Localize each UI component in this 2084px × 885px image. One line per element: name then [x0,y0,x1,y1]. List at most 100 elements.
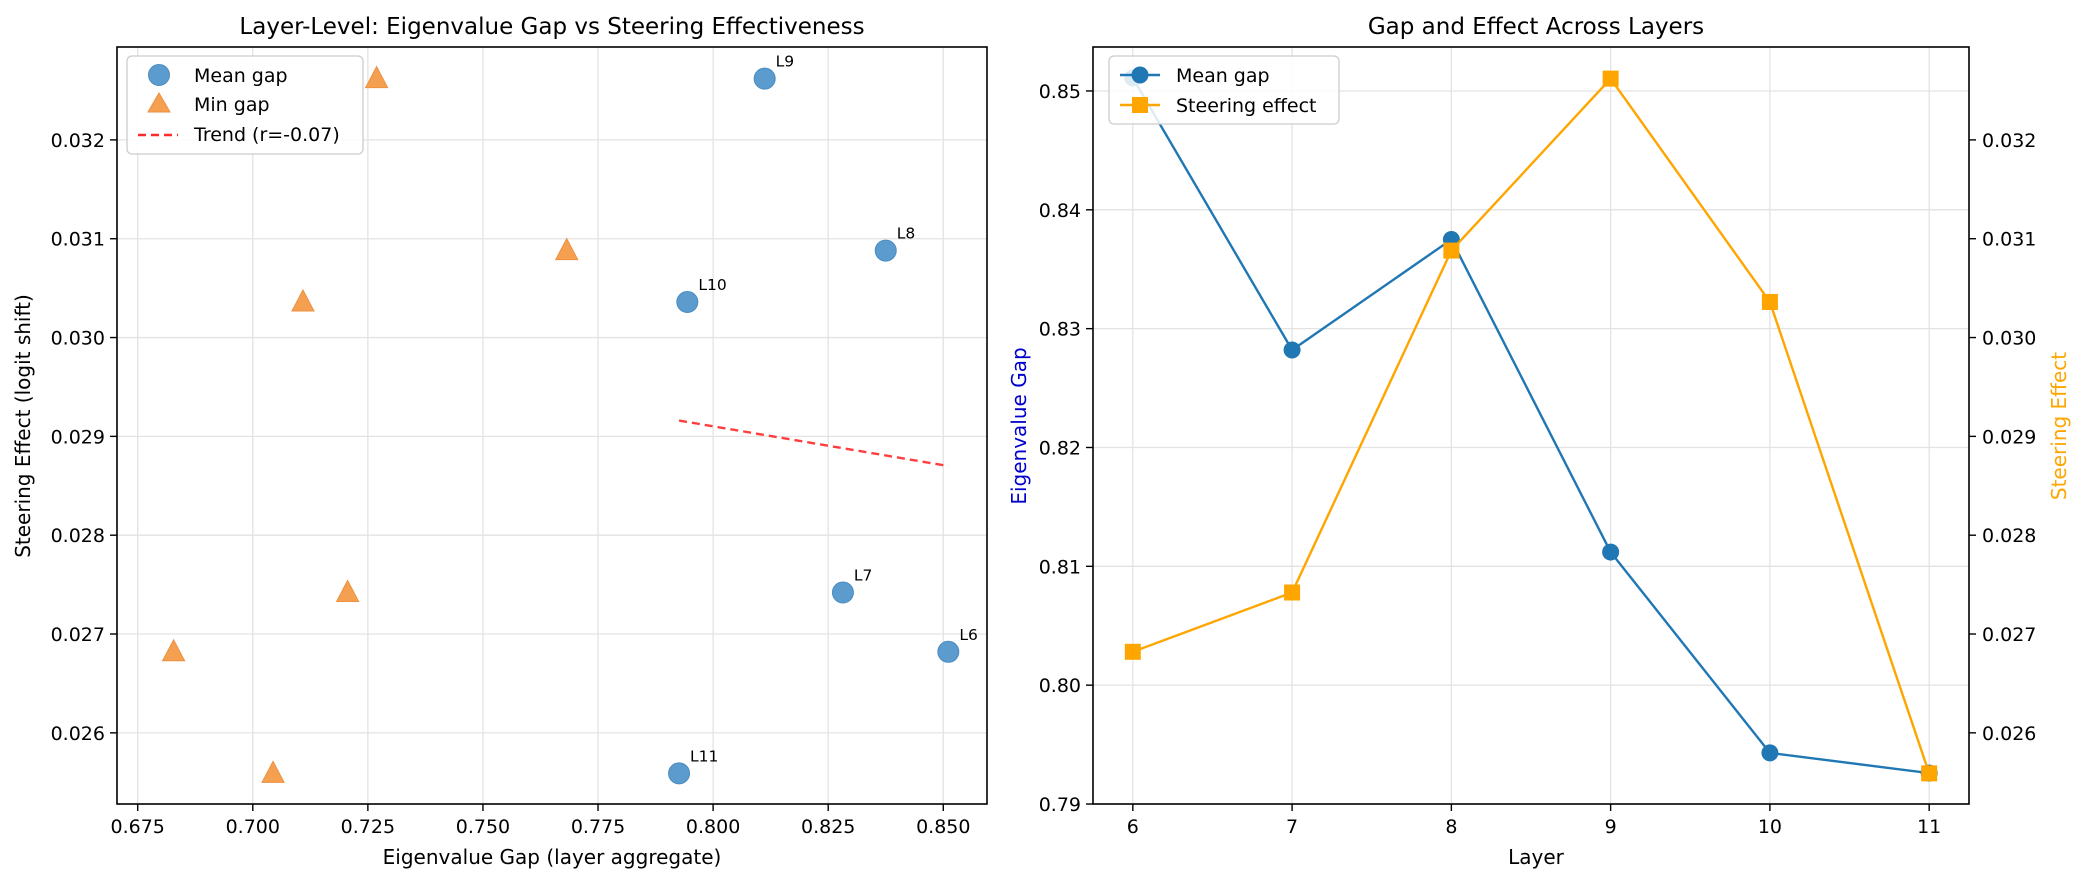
line-panel: Gap and Effect Across Layers 6 7 8 9 10 11 0.… [1007,14,2071,869]
steering-effect-marker [1443,242,1460,259]
scatter-y-tick-label: 0.026 [51,723,105,745]
legend-min-gap-label: Min gap [194,94,270,116]
min-gap-point [261,760,285,783]
scatter-x-tick-label: 0.750 [456,816,510,838]
steering-effect-marker [1284,584,1301,601]
mean-gap-marker [1761,744,1779,762]
scatter-x-label: Eigenvalue Gap (layer aggregate) [383,845,722,869]
legend-steering-text: Steering effect [1176,95,1317,117]
mean-gap-point [753,67,776,90]
scatter-x-tick-label: 0.850 [916,816,970,838]
layer-annotation: L9 [776,53,795,71]
line-left-y-tick-label: 0.80 [1039,675,1081,697]
scatter-title: Layer-Level: Eigenvalue Gap vs Steering … [239,14,864,40]
line-legend: Mean gap Steering effect [1108,55,1340,125]
min-gap-point [291,288,315,312]
scatter-legend-box [126,55,364,155]
line-x-tick-label: 10 [1758,816,1782,838]
line-left-y-tick-label: 0.85 [1039,81,1081,103]
legend-trend-label: Trend (r=-0.07) [193,124,340,146]
line-left-y-tick-label: 0.84 [1039,200,1081,222]
line-x-tick-label: 7 [1286,816,1298,838]
line-x-tick-label: 8 [1445,816,1457,838]
layer-annotation: L7 [854,567,873,585]
line-left-y-tick-label: 0.82 [1039,437,1081,459]
line-right-y-ticks: 0.026 0.027 0.028 0.029 0.030 0.031 0.032 [1969,130,2036,745]
mean-gap-line [1131,77,1930,775]
line-x-label: Layer [1508,845,1565,869]
scatter-y-ticks: 0.026 0.027 0.028 0.029 0.030 0.031 0.032 [51,130,117,745]
scatter-grid [117,47,987,804]
legend-mean-gap-dot [1131,66,1149,84]
line-right-y-tick-label: 0.030 [1982,328,2036,350]
steering-effect-marker [1124,643,1141,660]
layer-annotation: L8 [897,225,916,243]
line-frame [1092,46,1970,805]
trend-line [678,419,949,468]
line-grid [1093,47,1969,805]
legend-mean-gap-marker [148,64,170,86]
scatter-x-tick-label: 0.825 [801,816,855,838]
scatter-y-tick-label: 0.032 [51,130,105,152]
line-left-y-label: Eigenvalue Gap [1007,347,1031,504]
min-gap-point [364,65,389,89]
line-markers [1124,70,1938,782]
layer-annotation: L10 [698,276,726,294]
line-title: Gap and Effect Across Layers [1368,14,1704,40]
line-right-y-tick-label: 0.031 [1982,229,2036,251]
mean-gap-marker [1283,341,1301,359]
min-gap-points [161,65,579,783]
line-right-y-tick-label: 0.027 [1982,624,2036,646]
steering-effect-marker [1921,765,1938,782]
scatter-x-tick-label: 0.775 [571,816,625,838]
scatter-x-tick-label: 0.800 [686,816,740,838]
line-right-y-label: Steering Effect [2047,352,2071,500]
scatter-y-tick-label: 0.028 [51,525,105,547]
steering-effect-marker [1602,70,1619,87]
line-left-y-ticks: 0.79 0.80 0.81 0.82 0.83 0.84 0.85 [1039,81,1093,816]
line-right-y-tick-label: 0.028 [1982,525,2036,547]
line-x-ticks: 6 7 8 9 10 11 [1127,804,1941,838]
legend-mean-gap-label: Mean gap [194,65,288,87]
line-x-tick-label: 6 [1127,816,1139,838]
scatter-y-tick-label: 0.029 [51,426,105,448]
scatter-x-tick-label: 0.700 [226,816,280,838]
mean-gap-points [668,67,960,785]
line-right-y-tick-label: 0.026 [1982,723,2036,745]
line-left-y-tick-label: 0.83 [1039,319,1081,341]
legend-steering-square [1132,97,1148,113]
trend-line-group [678,419,949,468]
min-gap-point [554,237,579,261]
scatter-x-ticks: 0.675 0.700 0.725 0.750 0.775 0.800 0.825 0.850 [111,804,970,838]
steering-effect-line [1132,76,1931,774]
line-left-y-tick-label: 0.81 [1039,556,1081,578]
layer-annotation: L6 [959,626,978,644]
steering-effect-marker [1761,293,1778,310]
line-x-tick-label: 11 [1917,816,1941,838]
layer-annotation: L11 [690,747,718,765]
mean-gap-point [874,239,897,262]
line-right-y-tick-label: 0.029 [1982,426,2036,448]
scatter-x-tick-label: 0.725 [341,816,395,838]
mean-gap-point [937,640,960,663]
line-left-y-tick-label: 0.79 [1039,794,1081,816]
line-legend-box [1108,55,1340,125]
min-gap-point [335,579,360,603]
scatter-frame [116,46,988,805]
line-x-tick-label: 9 [1605,816,1617,838]
mean-gap-marker [1602,543,1620,561]
legend-min-gap-marker [147,92,171,113]
scatter-panel: Layer-Level: Eigenvalue Gap vs Steering … [11,14,988,869]
scatter-y-label: Steering Effect (logit shift) [11,294,35,558]
scatter-y-tick-label: 0.027 [51,624,105,646]
line-series [1124,69,1938,782]
scatter-legend: Mean gap Min gap Trend (r=-0.07) [126,55,364,155]
min-gap-point [161,638,186,662]
mean-gap-point [676,290,699,313]
line-right-y-tick-label: 0.032 [1982,130,2036,152]
legend-mean-gap-text: Mean gap [1176,65,1270,87]
mean-gap-point [668,762,691,785]
mean-gap-point [831,581,854,604]
scatter-x-tick-label: 0.675 [111,816,165,838]
